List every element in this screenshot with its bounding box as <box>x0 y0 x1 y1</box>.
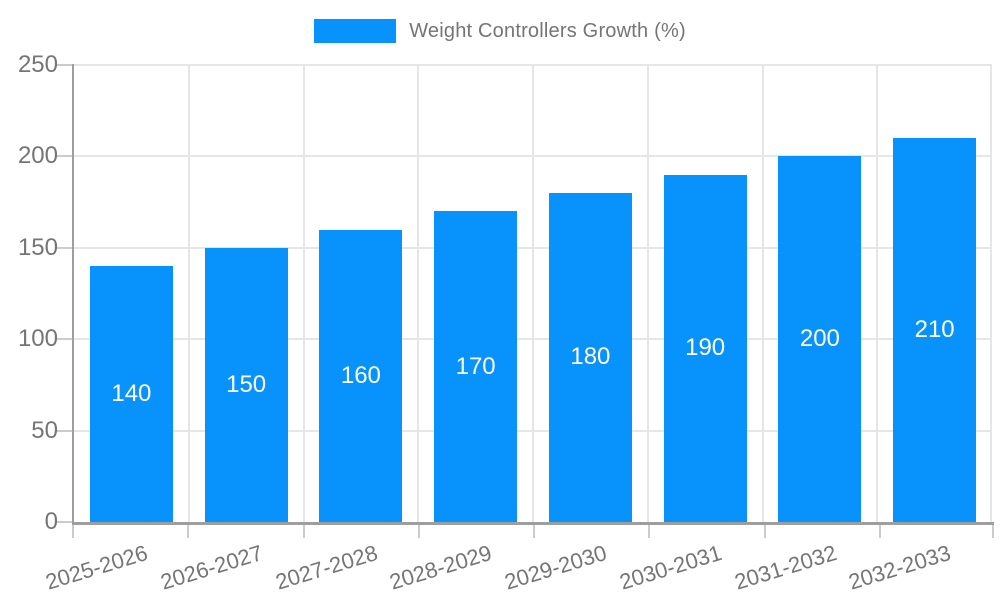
x-grid-line <box>876 65 878 522</box>
bar-2031-2032[interactable]: 200 <box>778 156 862 522</box>
bar-value-label: 140 <box>111 380 152 408</box>
bar-2026-2027[interactable]: 150 <box>204 247 288 522</box>
x-tick-label: 2026-2027 <box>157 540 266 595</box>
x-tick-label: 2031-2032 <box>731 540 840 595</box>
x-grid-line <box>990 65 992 522</box>
y-tick-label: 0 <box>44 508 58 535</box>
y-tick-mark <box>57 521 72 523</box>
x-tick-label: 2032-2033 <box>846 540 954 595</box>
bar-2028-2029[interactable]: 170 <box>434 211 518 522</box>
bar-2027-2028[interactable]: 160 <box>319 229 403 522</box>
bar-value-label: 210 <box>914 316 955 344</box>
y-tick-label: 250 <box>17 51 58 78</box>
bar-2029-2030[interactable]: 180 <box>548 192 632 522</box>
bar-value-label: 160 <box>340 361 381 389</box>
x-tick-label: 2027-2028 <box>272 540 381 595</box>
x-tick-label: 2025-2026 <box>42 540 151 595</box>
x-tick-mark <box>764 525 766 538</box>
bar-2032-2033[interactable]: 210 <box>893 138 977 522</box>
x-tick-mark <box>992 525 994 538</box>
x-tick-mark <box>418 525 420 538</box>
x-axis-line <box>72 522 994 525</box>
x-tick-mark <box>303 525 305 538</box>
x-tick-mark <box>187 525 189 538</box>
x-tick-label: 2029-2030 <box>501 540 610 595</box>
x-grid-line <box>647 65 649 522</box>
bar-2030-2031[interactable]: 190 <box>663 174 747 522</box>
plot-area: 140 150 160 170 180 190 200 210 <box>74 64 992 522</box>
bar-value-label: 190 <box>685 334 726 362</box>
legend-series-label: Weight Controllers Growth (%) <box>409 19 686 42</box>
x-grid-line <box>532 65 534 522</box>
y-axis-line <box>72 64 74 525</box>
y-tick-mark <box>57 246 72 249</box>
bar-value-label: 200 <box>799 325 840 353</box>
y-tick-label: 200 <box>17 142 58 170</box>
y-tick-mark <box>57 338 72 341</box>
y-tick-mark <box>57 64 72 66</box>
x-grid-line <box>303 65 305 522</box>
x-grid-line <box>762 65 764 522</box>
bar-2025-2026[interactable]: 140 <box>89 266 173 522</box>
x-tick-mark <box>648 525 650 538</box>
x-tick-mark <box>533 525 535 538</box>
x-tick-mark <box>72 525 74 538</box>
bar-value-label: 180 <box>570 343 611 371</box>
y-tick-label: 100 <box>17 325 58 353</box>
y-tick-label: 150 <box>17 233 58 261</box>
x-grid-line <box>417 65 419 522</box>
x-tick-label: 2030-2031 <box>616 540 725 595</box>
legend-color-swatch <box>314 19 397 43</box>
bar-value-label: 150 <box>226 370 267 398</box>
x-tick-mark <box>879 525 881 538</box>
y-tick-label: 50 <box>31 416 58 444</box>
y-tick-mark <box>57 429 72 432</box>
chart-legend: Weight Controllers Growth (%) <box>0 19 1000 43</box>
y-tick-mark <box>57 155 72 158</box>
bar-value-label: 170 <box>455 352 496 380</box>
x-grid-line <box>188 65 190 522</box>
legend-item[interactable]: Weight Controllers Growth (%) <box>314 19 686 43</box>
x-tick-label: 2028-2029 <box>387 540 495 595</box>
